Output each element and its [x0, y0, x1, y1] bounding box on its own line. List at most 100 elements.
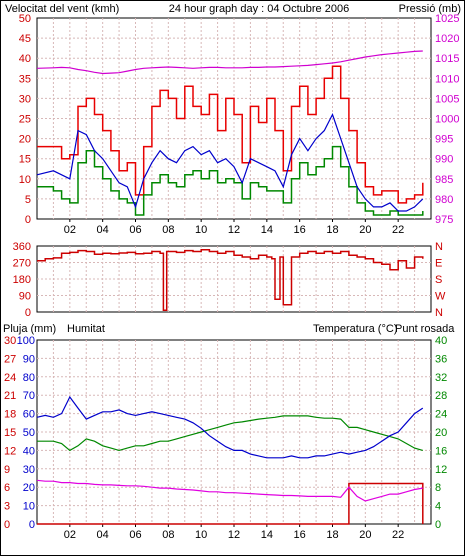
graph-title: 24 hour graph day : 04 Octubre 2006 [169, 3, 349, 15]
wind-y2-tick-label: 1000 [435, 114, 459, 126]
direction-y-tick-label: 360 [13, 241, 31, 253]
direction-y-tick-label: 90 [19, 291, 31, 303]
wind-x-tick-label: 04 [97, 224, 109, 236]
humidity-x-tick-label: 22 [392, 529, 404, 541]
wind-pressure-panel: 02 04 06 08 10 12 14 16 18 20 22 0 975 5 980 10 985 15 990… [19, 13, 460, 236]
humidity-y2-tick-label: 28 [435, 390, 447, 402]
wind-x-tick-label: 14 [261, 224, 273, 236]
wind-x-tick-label: 18 [326, 224, 338, 236]
wind-y-tick-label: 15 [19, 154, 31, 166]
pressure-line [36, 50, 423, 75]
dewpoint-axis-title: Punt rosada [395, 323, 455, 335]
humidity-y-tick-label: 70 [23, 390, 35, 402]
humidity-x-tick-label: 12 [228, 529, 240, 541]
dewpoint-line [36, 479, 423, 502]
wind-y-tick-label: 0 [25, 214, 31, 226]
wind-average-line [36, 112, 424, 212]
humidity-temperature-panel: 02 04 06 08 10 12 14 16 18 20 22048121620242832364… [4, 335, 447, 541]
wind-x-tick-label: 20 [359, 224, 371, 236]
humidity-y-tick-label: 50 [23, 427, 35, 439]
wind-y2-tick-label: 1025 [435, 13, 459, 25]
wind-x-tick-label: 12 [228, 224, 240, 236]
wind-y2-tick-label: 1020 [435, 33, 459, 45]
direction-y-tick-label: 0 [25, 307, 31, 319]
humidity-y-tick-label: 60 [23, 409, 35, 421]
humidity-x-tick-label: 18 [326, 529, 338, 541]
direction-y2-tick-label: E [435, 258, 442, 270]
wind-direction-panel: 0 N 90 W 180 S 270 E 360 N [13, 241, 446, 319]
humidity-x-tick-label: 16 [294, 529, 306, 541]
humidity-y-tick-label: 40 [23, 445, 35, 457]
humidity-y2-tick-label: 40 [435, 335, 447, 347]
humidity-axis-title: Humitat [67, 323, 105, 335]
wind-y-tick-label: 25 [19, 114, 31, 126]
humidity-y2-tick-label: 20 [435, 427, 447, 439]
rain-y-tick-label: 9 [4, 464, 10, 476]
rain-y-tick-label: 24 [4, 372, 16, 384]
rain-y-tick-label: 6 [4, 482, 10, 494]
humidity-y-tick-label: 100 [17, 335, 35, 347]
wind-y-tick-label: 30 [19, 93, 31, 105]
rain-line [37, 482, 424, 525]
rain-axis-title: Pluja (mm) [3, 323, 56, 335]
wind-speed-axis-title: Velocitat del vent (kmh) [5, 3, 119, 15]
rain-y-tick-label: 15 [4, 427, 16, 439]
wind-y-tick-label: 50 [19, 13, 31, 25]
wind-min-line [37, 145, 424, 216]
wind-y2-tick-label: 1010 [435, 73, 459, 85]
wind-y2-tick-label: 995 [435, 134, 453, 146]
humidity-y-tick-label: 80 [23, 372, 35, 384]
rain-y-tick-label: 0 [4, 519, 10, 531]
humidity-y2-tick-label: 0 [435, 519, 441, 531]
direction-y2-tick-label: W [435, 291, 446, 303]
rain-y-tick-label: 21 [4, 390, 16, 402]
wind-y2-tick-label: 985 [435, 174, 453, 186]
wind-y-tick-label: 5 [25, 194, 31, 206]
direction-y-tick-label: 270 [13, 258, 31, 270]
wind-y2-tick-label: 990 [435, 154, 453, 166]
humidity-y2-tick-label: 8 [435, 482, 441, 494]
wind-x-tick-label: 16 [294, 224, 306, 236]
humidity-y-tick-label: 0 [29, 519, 35, 531]
rain-y-tick-label: 18 [4, 409, 16, 421]
humidity-y-tick-label: 30 [23, 464, 35, 476]
wind-y2-tick-label: 1015 [435, 53, 459, 65]
humidity-y2-tick-label: 24 [435, 409, 447, 421]
humidity-y-tick-label: 10 [23, 501, 35, 513]
humidity-y-tick-label: 20 [23, 482, 35, 494]
wind-y-tick-label: 10 [19, 174, 31, 186]
wind-x-tick-label: 08 [162, 224, 174, 236]
wind-direction-line [37, 248, 424, 311]
humidity-y2-tick-label: 12 [435, 464, 447, 476]
wind-y-tick-label: 45 [19, 33, 31, 45]
humidity-x-tick-label: 08 [162, 529, 174, 541]
humidity-x-tick-label: 02 [64, 529, 76, 541]
wind-y2-tick-label: 975 [435, 214, 453, 226]
wind-y2-tick-label: 980 [435, 194, 453, 206]
temperature-line [37, 415, 423, 452]
humidity-y2-tick-label: 16 [435, 445, 447, 457]
wind-x-tick-label: 06 [129, 224, 141, 236]
wind-gust-line [37, 65, 424, 204]
direction-y2-tick-label: N [435, 241, 443, 253]
wind-y-tick-label: 40 [19, 53, 31, 65]
humidity-x-tick-label: 04 [97, 529, 109, 541]
pressure-axis-title: Pressió (mb) [399, 3, 461, 15]
humidity-y2-tick-label: 36 [435, 353, 447, 365]
wind-y-tick-label: 35 [19, 73, 31, 85]
humidity-x-tick-label: 20 [359, 529, 371, 541]
wind-x-tick-label: 22 [392, 224, 404, 236]
rain-y-tick-label: 27 [4, 353, 16, 365]
humidity-x-tick-label: 10 [195, 529, 207, 541]
direction-y-tick-label: 180 [13, 274, 31, 286]
wind-y-tick-label: 20 [19, 134, 31, 146]
wind-x-tick-label: 10 [195, 224, 207, 236]
temperature-axis-title: Temperatura (°C) [313, 323, 397, 335]
humidity-y2-tick-label: 32 [435, 372, 447, 384]
humidity-x-tick-label: 06 [129, 529, 141, 541]
rain-y-tick-label: 12 [4, 445, 16, 457]
wind-y2-tick-label: 1005 [435, 93, 459, 105]
rain-y-tick-label: 3 [4, 501, 10, 513]
